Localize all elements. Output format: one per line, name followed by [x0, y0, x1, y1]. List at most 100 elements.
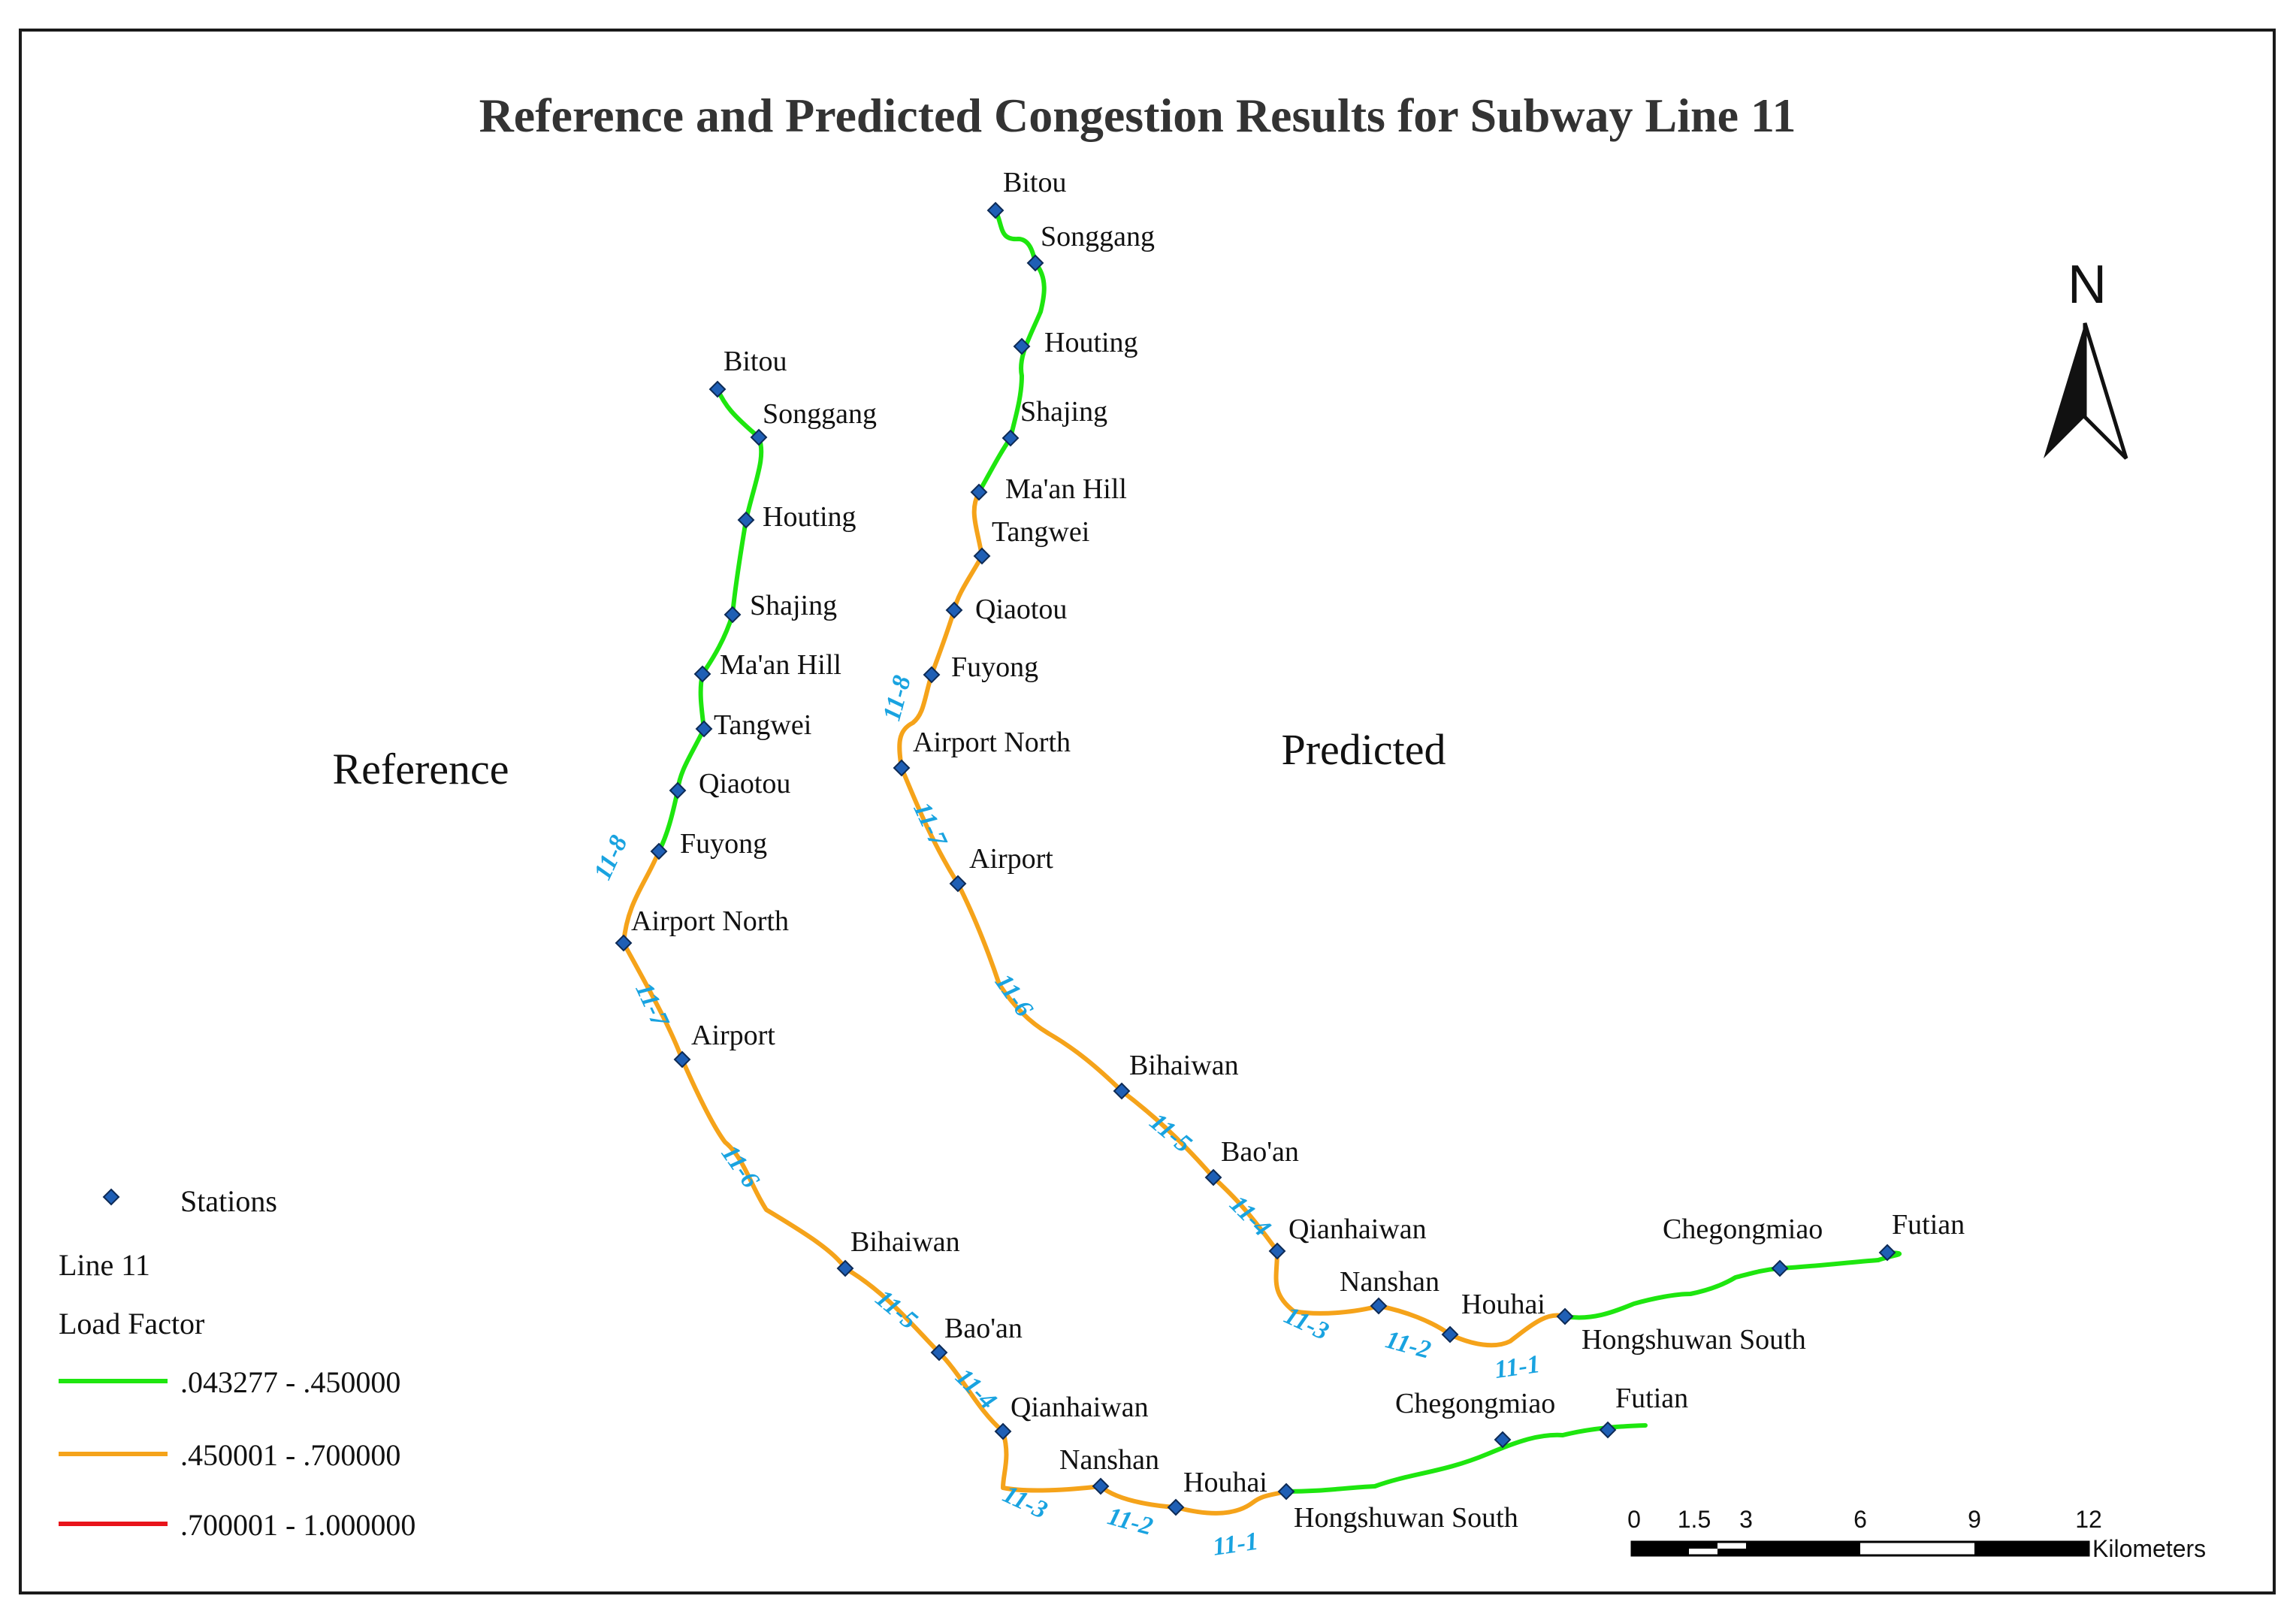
station-marker[interactable] — [1001, 429, 1020, 447]
scale-bar: 0 1.5 3 6 9 12 Kilometers — [1627, 1506, 2206, 1562]
station-marker[interactable] — [1494, 1431, 1512, 1449]
station-marker[interactable] — [1556, 1307, 1574, 1325]
station-label: Futian — [1615, 1383, 1688, 1414]
legend-class-label: .043277 - .450000 — [180, 1365, 400, 1399]
station-marker[interactable] — [986, 201, 1005, 219]
scale-tick-label: 9 — [1968, 1506, 1981, 1533]
station-label: Bihaiwan — [850, 1226, 960, 1258]
predicted-station-labels: Bitou Songgang Houting Shajing Ma'an Hil… — [913, 167, 1965, 1356]
station-label: Fuyong — [680, 828, 767, 860]
station-marker[interactable] — [1599, 1421, 1617, 1439]
station-label: Hongshuwan South — [1582, 1324, 1806, 1356]
scale-bar-fill — [1632, 1542, 1689, 1555]
scale-tick-label: 0 — [1627, 1506, 1641, 1533]
scale-bar-fill — [1974, 1542, 2089, 1555]
scale-bar-fill — [1717, 1549, 1746, 1555]
station-label: Qiaotou — [699, 768, 790, 799]
scale-tick-label: 12 — [2075, 1506, 2102, 1533]
station-marker[interactable] — [1878, 1244, 1896, 1262]
station-marker[interactable] — [923, 666, 941, 684]
station-marker[interactable] — [930, 1344, 948, 1362]
station-marker[interactable] — [994, 1422, 1012, 1440]
reference-segment-labels: 11-8 11-7 11-6 11-5 11-4 11-3 11-2 11-1 — [589, 831, 1260, 1561]
station-marker[interactable] — [970, 483, 988, 501]
station-marker[interactable] — [737, 511, 755, 529]
station-label: Songgang — [1041, 221, 1155, 252]
predicted-segment-green-east — [1563, 1250, 1902, 1320]
station-marker[interactable] — [724, 606, 742, 624]
segment-label: 11-1 — [1211, 1528, 1260, 1561]
legend-line-title: Line 11 — [59, 1248, 150, 1282]
station-label: Fuyong — [951, 651, 1038, 683]
station-marker[interactable] — [1771, 1259, 1789, 1277]
station-marker[interactable] — [1277, 1483, 1295, 1501]
legend-station-symbol — [102, 1188, 120, 1206]
reference-station-labels: Bitou Songgang Houting Shajing Ma'an Hil… — [631, 346, 1688, 1534]
north-arrow-left-half — [2044, 323, 2085, 458]
station-label: Tangwei — [992, 516, 1089, 548]
station-marker[interactable] — [945, 601, 963, 619]
reference-segment-green-east — [1284, 1423, 1648, 1494]
legend-field-title: Load Factor — [59, 1307, 204, 1340]
scale-bar-fill — [1689, 1542, 1717, 1549]
station-marker[interactable] — [1113, 1082, 1131, 1100]
station-marker[interactable] — [893, 759, 911, 777]
station-label: Shajing — [1020, 396, 1107, 428]
station-label: Houhai — [1461, 1289, 1545, 1320]
station-marker[interactable] — [708, 380, 727, 398]
station-label: Futian — [1892, 1209, 1965, 1241]
station-label: Songgang — [763, 398, 877, 430]
station-marker[interactable] — [1268, 1242, 1286, 1260]
station-label: Ma'an Hill — [720, 649, 841, 681]
map-title: Reference and Predicted Congestion Resul… — [479, 89, 1796, 142]
reference-line — [621, 387, 1648, 1516]
station-marker[interactable] — [973, 547, 991, 565]
station-marker[interactable] — [693, 665, 711, 683]
station-marker[interactable] — [836, 1259, 854, 1277]
station-marker[interactable] — [1092, 1477, 1110, 1495]
station-marker[interactable] — [1370, 1297, 1388, 1315]
station-label: Airport — [691, 1020, 775, 1051]
predicted-segment-labels: 11-8 11-7 11-6 11-5 11-4 11-3 11-2 11-1 — [878, 673, 1542, 1384]
station-label: Nanshan — [1340, 1266, 1440, 1298]
station-marker[interactable] — [669, 781, 687, 799]
station-marker[interactable] — [650, 842, 668, 860]
north-arrow-right-half — [2083, 322, 2128, 460]
scale-tick-label: 3 — [1739, 1506, 1753, 1533]
station-label: Qiaotou — [975, 594, 1067, 625]
station-marker[interactable] — [615, 934, 633, 952]
station-marker[interactable] — [1167, 1498, 1185, 1516]
station-label: Bitou — [1003, 167, 1066, 198]
station-marker[interactable] — [673, 1050, 691, 1068]
station-marker[interactable] — [1204, 1168, 1222, 1186]
station-marker[interactable] — [949, 875, 967, 893]
station-label: Chegongmiao — [1663, 1214, 1823, 1245]
station-marker[interactable] — [1013, 337, 1031, 355]
segment-label: 11-1 — [1493, 1350, 1542, 1384]
station-label: Bao'an — [944, 1313, 1023, 1344]
segment-label: 11-2 — [1382, 1325, 1433, 1364]
segment-label: 11-2 — [1104, 1502, 1156, 1540]
station-marker[interactable] — [1441, 1325, 1459, 1344]
predicted-panel-label: Predicted — [1281, 725, 1446, 774]
north-arrow-icon: N — [2044, 255, 2128, 460]
station-label: Ma'an Hill — [1005, 473, 1127, 505]
station-label: Hongshuwan South — [1294, 1502, 1518, 1534]
station-marker[interactable] — [1026, 254, 1044, 272]
station-label: Airport — [969, 843, 1053, 875]
station-label: Airport North — [913, 727, 1071, 758]
map-frame — [19, 29, 2276, 1594]
station-marker[interactable] — [695, 720, 713, 738]
scale-unit-label: Kilometers — [2092, 1535, 2206, 1562]
legend-class-label: .700001 - 1.000000 — [180, 1508, 415, 1542]
station-marker[interactable] — [750, 428, 768, 446]
station-label: Bihaiwan — [1129, 1050, 1239, 1081]
reference-panel-label: Reference — [332, 745, 509, 793]
segment-label: 11-3 — [1280, 1301, 1333, 1346]
legend-class-label: .450001 - .700000 — [180, 1438, 400, 1472]
reference-segment-green-north — [657, 387, 764, 854]
station-label: Tangwei — [714, 709, 811, 741]
station-label: Nanshan — [1059, 1444, 1159, 1476]
reference-segment-orange — [621, 849, 1288, 1516]
